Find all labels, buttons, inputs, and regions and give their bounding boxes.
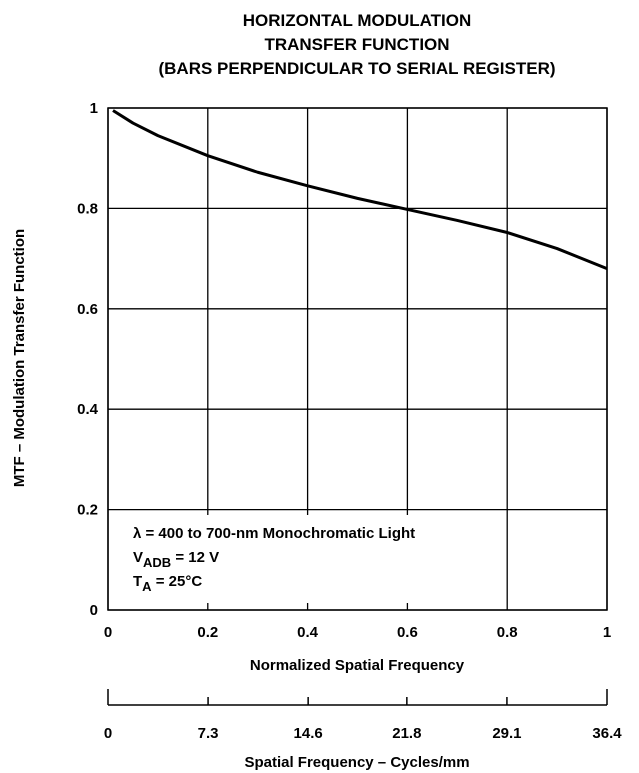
plot-frame <box>107 107 608 611</box>
annotation-text: V <box>133 549 143 566</box>
y-tick-label: 1 <box>90 100 98 117</box>
annotation-subscript: A <box>142 579 152 594</box>
x-tick-label: 0.8 <box>497 624 518 641</box>
x2-tick-label: 29.1 <box>492 725 521 742</box>
x2-tick-label: 36.4 <box>592 725 622 742</box>
y-axis-label: MTF – Modulation Transfer Function <box>11 229 28 487</box>
x2-tick-label: 0 <box>104 725 112 742</box>
y-tick-label: 0.6 <box>77 301 98 318</box>
y-tick-label: 0.8 <box>77 200 98 217</box>
x-tick-label: 0 <box>104 624 112 641</box>
annotation-subscript: ADB <box>143 555 171 570</box>
x-tick-label: 0.4 <box>297 624 319 641</box>
x2-tick-label: 14.6 <box>294 725 323 742</box>
annotation: λ = 400 to 700-nm Monochromatic Light <box>133 525 415 542</box>
annotation-background <box>120 515 440 603</box>
x-axis-label: Normalized Spatial Frequency <box>250 657 465 674</box>
chart-title: (BARS PERPENDICULAR TO SERIAL REGISTER) <box>158 59 555 78</box>
x-tick-label: 1 <box>603 624 611 641</box>
annotation: VADB = 12 V <box>133 549 219 570</box>
annotation-text: = 12 V <box>171 549 219 566</box>
y-tick-label: 0.4 <box>77 401 99 418</box>
y-tick-label: 0 <box>90 602 98 619</box>
y-tick-label: 0.2 <box>77 502 98 519</box>
line-series <box>112 109 608 271</box>
x-tick-label: 0.2 <box>197 624 218 641</box>
x-tick-label: 0.6 <box>397 624 418 641</box>
x2-tick-label: 21.8 <box>392 725 421 742</box>
chart-title: TRANSFER FUNCTION <box>264 35 449 54</box>
annotation: TA = 25°C <box>133 573 202 594</box>
chart-title: HORIZONTAL MODULATION <box>243 11 472 30</box>
x2-axis-label: Spatial Frequency – Cycles/mm <box>244 754 469 771</box>
x2-tick-label: 7.3 <box>198 725 219 742</box>
annotation-text: = 25°C <box>152 573 203 590</box>
annotation-text: T <box>133 573 142 590</box>
